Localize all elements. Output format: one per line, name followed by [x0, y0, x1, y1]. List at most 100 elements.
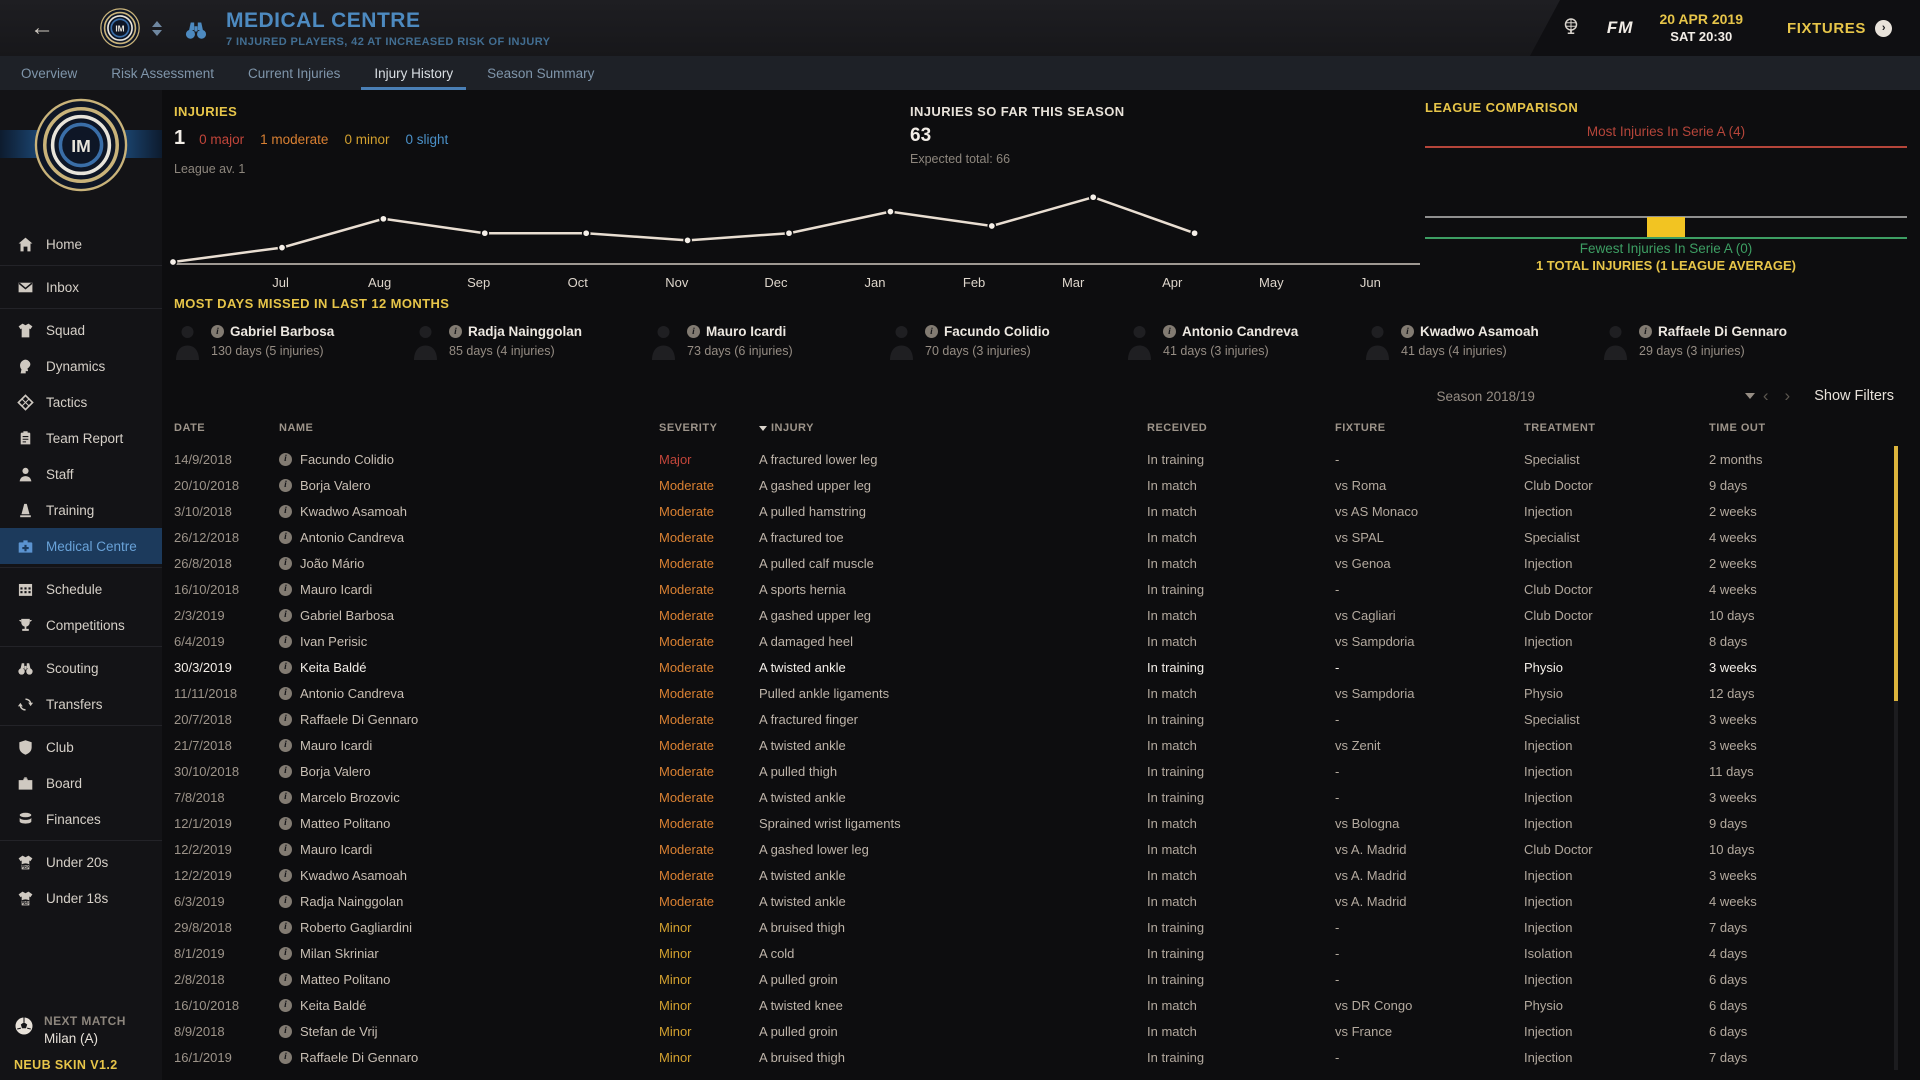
- column-header-treatment[interactable]: TREATMENT: [1524, 422, 1709, 434]
- info-icon[interactable]: i: [279, 1024, 292, 1038]
- info-icon[interactable]: i: [279, 660, 292, 674]
- injury-row-mauro-icardi-12-2-2019[interactable]: 12/2/2019 i Mauro Icardi Moderate A gashed l…: [174, 836, 1888, 862]
- info-icon[interactable]: i: [279, 582, 292, 596]
- info-icon[interactable]: i: [279, 686, 292, 700]
- player-name[interactable]: Raffaele Di Gennaro: [300, 1049, 419, 1065]
- info-icon[interactable]: i: [279, 452, 292, 466]
- player-card-facundo-colidio[interactable]: i Facundo Colidio 70 days (3 injuries): [888, 324, 1126, 360]
- injury-row-gabriel-barbosa-2-3-2019[interactable]: 2/3/2019 i Gabriel Barbosa Moderate A gashed…: [174, 602, 1888, 628]
- world-icon[interactable]: [1561, 17, 1581, 39]
- back-button[interactable]: ←: [22, 14, 62, 42]
- player-name[interactable]: Kwadwo Asamoah: [300, 867, 407, 883]
- sidebar-item-team-report[interactable]: Team Report: [0, 420, 162, 456]
- info-icon[interactable]: i: [925, 325, 938, 338]
- column-header-fixture[interactable]: FIXTURE: [1335, 422, 1524, 434]
- info-icon[interactable]: i: [279, 1050, 292, 1064]
- sidebar-item-squad[interactable]: Squad: [0, 312, 162, 348]
- sidebar-item-board[interactable]: Board: [0, 765, 162, 801]
- injury-row-facundo-colidio-14-9-2018[interactable]: 14/9/2018 i Facundo Colidio Major A fracture…: [174, 446, 1888, 472]
- player-name[interactable]: João Mário: [300, 555, 365, 571]
- column-header-time-out[interactable]: TIME OUT: [1709, 422, 1888, 434]
- player-name[interactable]: Radja Nainggolan: [468, 324, 583, 339]
- player-name[interactable]: Matteo Politano: [300, 971, 391, 987]
- info-icon[interactable]: i: [1163, 325, 1176, 338]
- show-filters-button[interactable]: Show Filters: [1814, 388, 1894, 404]
- season-selector[interactable]: Season 2018/19: [1437, 389, 1755, 404]
- player-name[interactable]: Antonio Candreva: [300, 685, 405, 701]
- info-icon[interactable]: i: [687, 325, 700, 338]
- sidebar-item-under-18s[interactable]: U18 Under 18s: [0, 880, 162, 916]
- injury-row-stefan-de-vrij-8-9-2018[interactable]: 8/9/2018 i Stefan de Vrij Minor A pulled gro…: [174, 1018, 1888, 1044]
- player-name[interactable]: Antonio Candreva: [1182, 324, 1299, 339]
- sidebar-item-under-20s[interactable]: U20 Under 20s: [0, 844, 162, 880]
- player-name[interactable]: Raffaele Di Gennaro: [300, 711, 419, 727]
- info-icon[interactable]: i: [279, 972, 292, 986]
- sidebar-item-inbox[interactable]: Inbox: [0, 269, 162, 305]
- injury-row-radja-nainggolan-6-3-2019[interactable]: 6/3/2019 i Radja Nainggolan Moderate A twist…: [174, 888, 1888, 914]
- injury-row-matteo-politano-12-1-2019[interactable]: 12/1/2019 i Matteo Politano Moderate Spraine…: [174, 810, 1888, 836]
- player-name[interactable]: Raffaele Di Gennaro: [1658, 324, 1788, 339]
- player-name[interactable]: Keita Baldé: [300, 997, 367, 1013]
- player-name[interactable]: Roberto Gagliardini: [300, 919, 413, 935]
- column-header-date[interactable]: DATE: [174, 422, 279, 434]
- club-badge[interactable]: IM: [100, 8, 140, 48]
- injury-row-mauro-icardi-16-10-2018[interactable]: 16/10/2018 i Mauro Icardi Moderate A sports …: [174, 576, 1888, 602]
- info-icon[interactable]: i: [279, 712, 292, 726]
- info-icon[interactable]: i: [279, 946, 292, 960]
- info-icon[interactable]: i: [279, 634, 292, 648]
- tab-current-injuries[interactable]: Current Injuries: [248, 65, 341, 81]
- injury-row-kwadwo-asamoah-12-2-2019[interactable]: 12/2/2019 i Kwadwo Asamoah Moderate A twiste…: [174, 862, 1888, 888]
- next-season-button[interactable]: ›: [1784, 386, 1791, 405]
- column-header-received[interactable]: RECEIVED: [1147, 422, 1335, 434]
- info-icon[interactable]: i: [279, 790, 292, 804]
- sidebar-item-dynamics[interactable]: Dynamics: [0, 348, 162, 384]
- player-name[interactable]: Mauro Icardi: [300, 581, 373, 597]
- info-icon[interactable]: i: [1639, 325, 1652, 338]
- info-icon[interactable]: i: [279, 842, 292, 856]
- previous-season-button[interactable]: ‹: [1762, 386, 1769, 405]
- player-card-radja-nainggolan[interactable]: i Radja Nainggolan 85 days (4 injuries): [412, 324, 650, 360]
- info-icon[interactable]: i: [279, 504, 292, 518]
- sidebar-item-transfers[interactable]: Transfers: [0, 686, 162, 722]
- injury-row-milan-skriniar-8-1-2019[interactable]: 8/1/2019 i Milan Skriniar Minor A cold In tra…: [174, 940, 1888, 966]
- player-name[interactable]: Gabriel Barbosa: [300, 607, 394, 623]
- info-icon[interactable]: i: [279, 868, 292, 882]
- info-icon[interactable]: i: [279, 764, 292, 778]
- injury-row-kwadwo-asamoah-3-10-2018[interactable]: 3/10/2018 i Kwadwo Asamoah Moderate A pulled…: [174, 498, 1888, 524]
- player-card-antonio-candreva[interactable]: i Antonio Candreva 41 days (3 injuries): [1126, 324, 1364, 360]
- injury-row-keita-bald--30-3-2019[interactable]: 30/3/2019 i Keita Baldé Moderate A twisted a…: [174, 654, 1888, 680]
- binoculars-icon[interactable]: [184, 18, 208, 39]
- tab-overview[interactable]: Overview: [21, 65, 78, 81]
- injury-row-mauro-icardi-21-7-2018[interactable]: 21/7/2018 i Mauro Icardi Moderate A twisted …: [174, 732, 1888, 758]
- column-header-severity[interactable]: SEVERITY: [659, 422, 759, 434]
- sidebar-item-training[interactable]: Training: [0, 492, 162, 528]
- column-header-name[interactable]: NAME: [279, 422, 659, 434]
- player-card-kwadwo-asamoah[interactable]: i Kwadwo Asamoah 41 days (4 injuries): [1364, 324, 1602, 360]
- player-name[interactable]: Mauro Icardi: [706, 324, 787, 339]
- player-name[interactable]: Keita Baldé: [300, 659, 367, 675]
- table-scrollbar-track[interactable]: [1894, 446, 1898, 1070]
- injury-row-raffaele-di-gennaro-16-1-2019[interactable]: 16/1/2019 i Raffaele Di Gennaro Minor A brui…: [174, 1044, 1888, 1070]
- injury-row-marcelo-brozovic-7-8-2018[interactable]: 7/8/2018 i Marcelo Brozovic Moderate A twist…: [174, 784, 1888, 810]
- table-scrollbar-thumb[interactable]: [1894, 446, 1898, 701]
- player-name[interactable]: Gabriel Barbosa: [230, 324, 335, 339]
- injury-row-borja-valero-20-10-2018[interactable]: 20/10/2018 i Borja Valero Moderate A gashed …: [174, 472, 1888, 498]
- sidebar-item-tactics[interactable]: Tactics: [0, 384, 162, 420]
- injury-row-matteo-politano-2-8-2018[interactable]: 2/8/2018 i Matteo Politano Minor A pulled gr…: [174, 966, 1888, 992]
- sidebar-item-club[interactable]: Club: [0, 729, 162, 765]
- info-icon[interactable]: i: [279, 608, 292, 622]
- player-name[interactable]: Radja Nainggolan: [300, 893, 404, 909]
- info-icon[interactable]: i: [279, 894, 292, 908]
- player-card-raffaele-di-gennaro[interactable]: i Raffaele Di Gennaro 29 days (3 injuries): [1602, 324, 1840, 360]
- team-switcher[interactable]: [152, 20, 162, 36]
- player-name[interactable]: Ivan Perisic: [300, 633, 368, 649]
- player-name[interactable]: Kwadwo Asamoah: [1420, 324, 1539, 339]
- player-name[interactable]: Facundo Colidio: [300, 451, 394, 467]
- player-name[interactable]: Marcelo Brozovic: [300, 789, 400, 805]
- player-name[interactable]: Matteo Politano: [300, 815, 391, 831]
- player-name[interactable]: Stefan de Vrij: [300, 1023, 378, 1039]
- info-icon[interactable]: i: [279, 738, 292, 752]
- tab-season-summary[interactable]: Season Summary: [487, 65, 595, 81]
- player-name[interactable]: Mauro Icardi: [300, 737, 373, 753]
- injury-row-jo-o-m-rio-26-8-2018[interactable]: 26/8/2018 i João Mário Moderate A pulled cal…: [174, 550, 1888, 576]
